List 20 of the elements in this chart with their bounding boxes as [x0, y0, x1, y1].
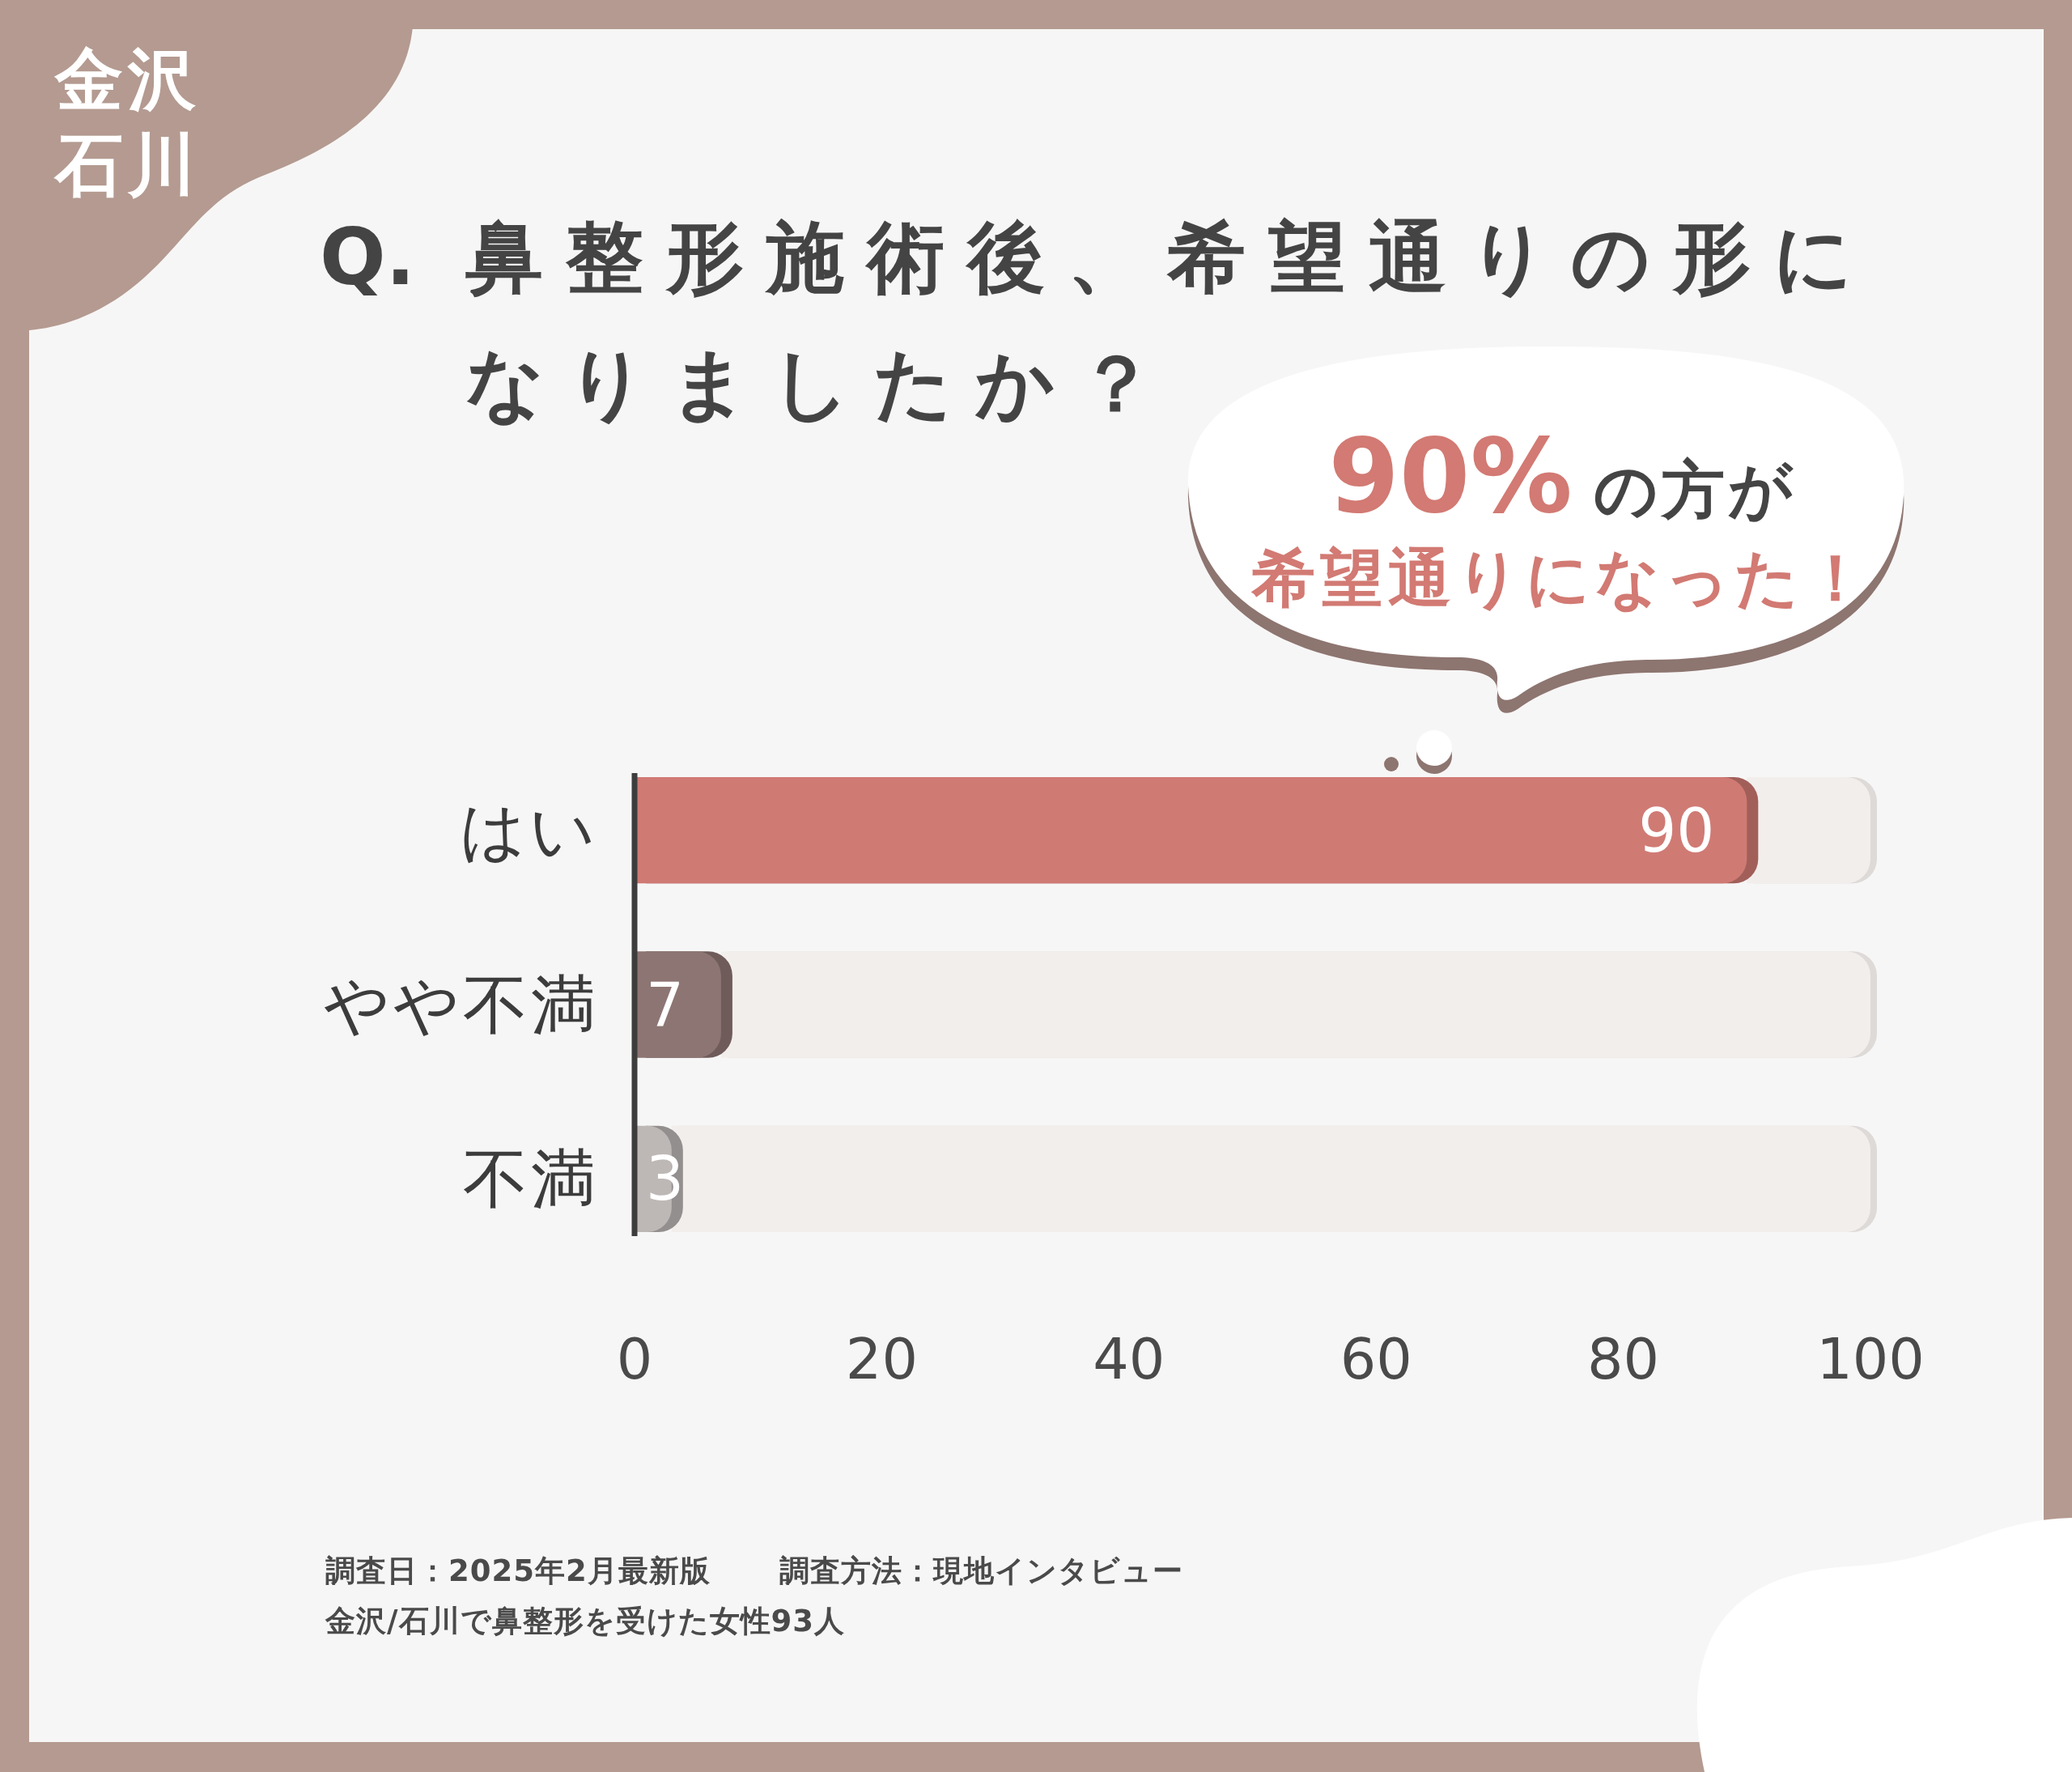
x-tick-label: 20	[845, 1326, 918, 1392]
x-tick-label: 0	[616, 1326, 653, 1392]
text: 調査方法：現地インタビュー	[779, 1553, 1183, 1588]
bar	[1747, 777, 1870, 884]
bar	[720, 951, 1870, 1058]
x-tick-label: 40	[1093, 1326, 1166, 1392]
data-label: 7	[646, 970, 685, 1039]
text: 金沢/石川で鼻整形を受けた女性93人	[325, 1603, 846, 1638]
x-tick-label: 60	[1340, 1326, 1412, 1392]
x-tick-label: 80	[1587, 1326, 1660, 1392]
data-label: 90	[1638, 795, 1715, 865]
text: 金沢	[53, 40, 201, 119]
text: 希望通りになった！	[1250, 542, 1872, 614]
text: 調査日：2025年2月最新版	[325, 1553, 711, 1588]
y-tick-label: はい	[460, 793, 599, 869]
y-tick-label: やや不満	[324, 967, 599, 1043]
x-tick-label: 100	[1816, 1326, 1925, 1392]
y-tick-label: 不満	[463, 1141, 599, 1217]
text: 石川	[53, 125, 201, 205]
data-label: 3	[646, 1144, 685, 1214]
